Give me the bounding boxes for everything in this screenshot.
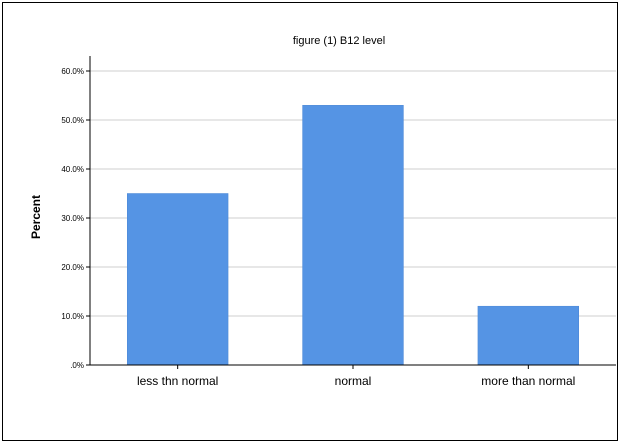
chart-title: figure (1) B12 level — [293, 35, 385, 47]
x-tick-label: more than normal — [481, 374, 575, 388]
y-tick-label: 60.0% — [61, 67, 84, 76]
y-axis-label: Percent — [29, 195, 43, 239]
y-tick-label: 30.0% — [61, 214, 84, 223]
bar — [127, 193, 229, 366]
bars — [127, 105, 579, 366]
y-tick-label: 10.0% — [61, 312, 84, 321]
x-ticks: less thn normal normal more than normal — [137, 365, 575, 388]
y-tick-label: 50.0% — [61, 116, 84, 125]
x-tick-label: normal — [335, 374, 372, 388]
x-tick-label: less thn normal — [137, 374, 218, 388]
bar — [302, 105, 404, 366]
y-tick-label: .0% — [70, 361, 84, 370]
bar — [477, 305, 579, 366]
y-tick-label: 20.0% — [61, 263, 84, 272]
y-tick-label: 40.0% — [61, 165, 84, 174]
y-ticks: .0% 10.0% 20.0% 30.0% 40.0% 50.0% 60.0% — [61, 67, 90, 370]
